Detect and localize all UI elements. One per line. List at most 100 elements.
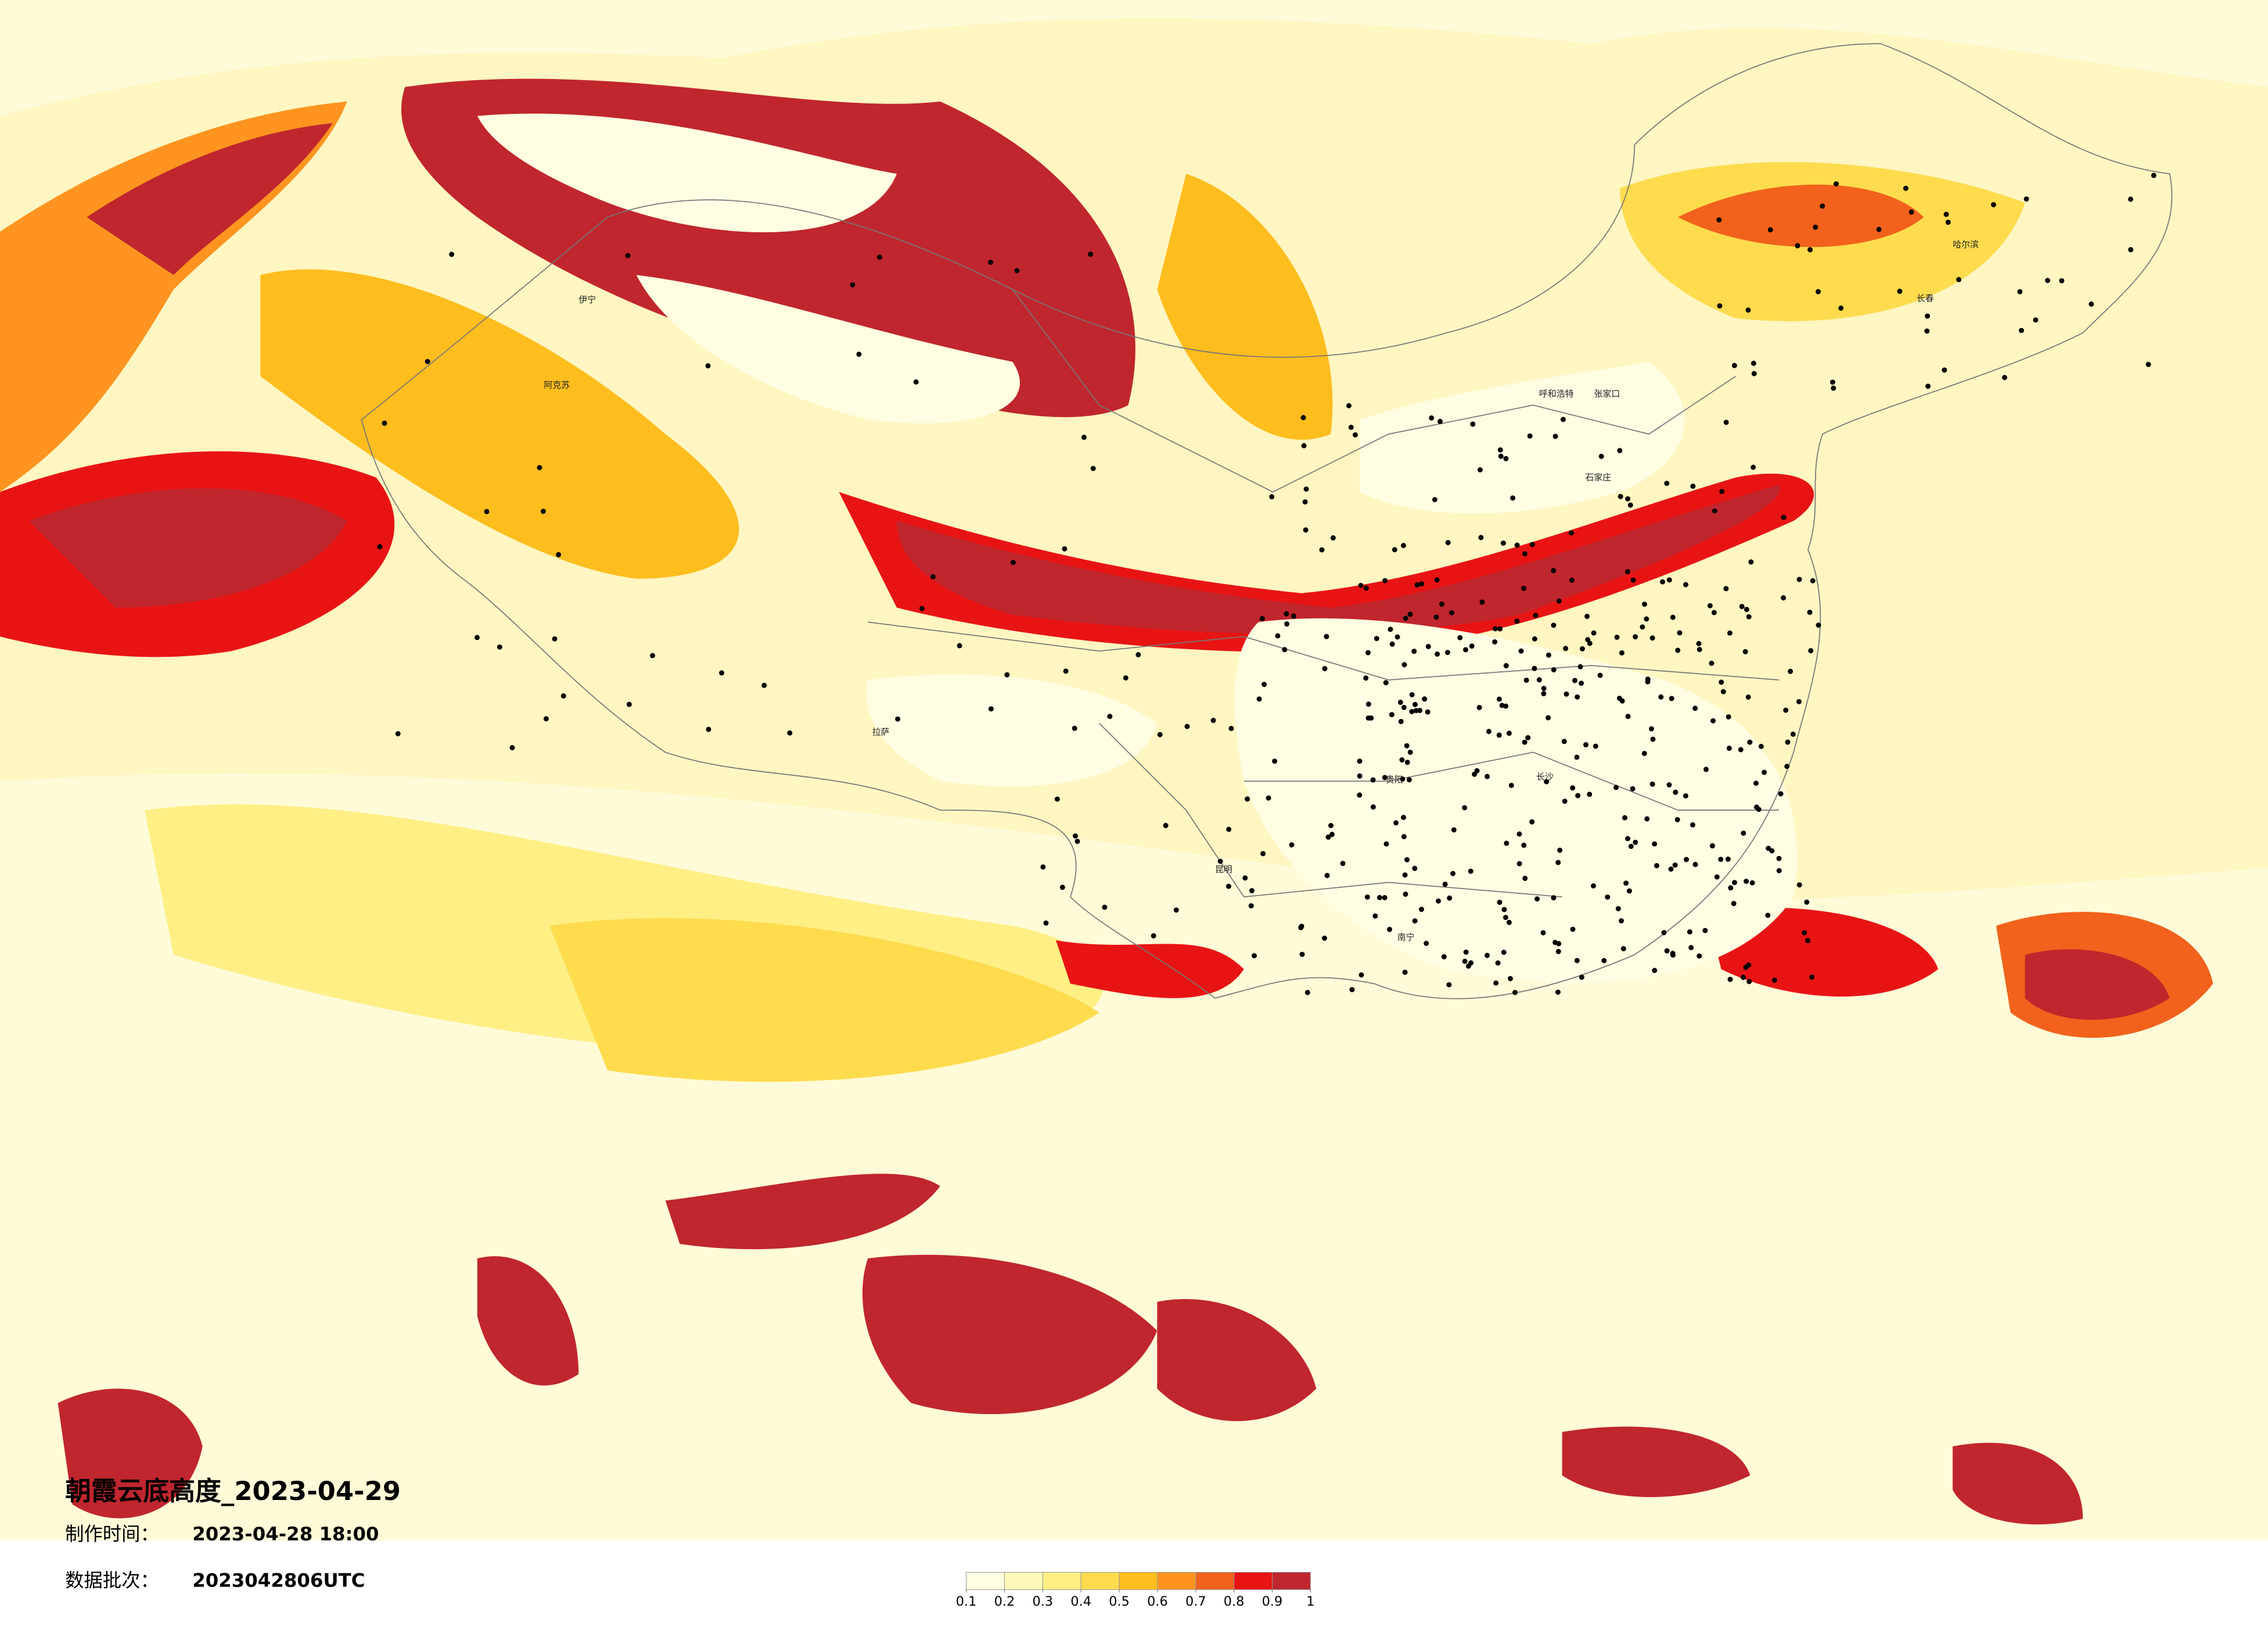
city-dot [1370,804,1376,810]
city-dot [509,745,515,751]
city-dot [1723,419,1729,425]
city-dot [1434,577,1440,583]
city-dot [1690,822,1695,828]
city-dot [1409,708,1415,714]
city-dot [1474,768,1480,774]
city-dot [1102,904,1108,910]
city-dot [1004,672,1010,678]
city-dot [1652,841,1658,847]
city-dot [1506,731,1512,736]
city-dot [552,636,558,642]
city-dot [1523,677,1529,683]
city-dot [1717,303,1723,309]
city-dot [2145,362,2151,368]
city-dot [1788,668,1793,674]
city-dot [1322,936,1327,941]
city-dot [1614,634,1620,640]
city-dot [850,282,856,287]
city-dot [650,653,656,659]
city-dot [1304,990,1310,995]
city-dot [1570,926,1576,932]
colorbar-swatch [1195,1571,1235,1590]
city-dot [1719,488,1725,494]
city-dot [1225,883,1231,889]
city-dot [1742,649,1748,654]
borders [361,43,2173,999]
city-dot [1732,880,1737,886]
city-dot [1838,305,1844,311]
city-dot [1556,941,1562,947]
city-dot [1563,691,1569,697]
city-dot [1669,696,1674,702]
city-dot [1348,425,1354,430]
city-dot [1419,581,1425,587]
city-dot [1601,958,1607,963]
city-dot [1692,862,1698,868]
city-dot [1468,960,1474,966]
city-dot [895,716,901,722]
info-value: 2023042806UTC [192,1569,365,1591]
city-dot [1670,952,1676,958]
city-dot [1418,906,1424,912]
city-dot [1501,949,1507,955]
colorbar-swatch [1080,1571,1120,1590]
colorbar-tick-label: 0.6 [1147,1594,1168,1609]
city-dot [1496,696,1502,702]
city-dot [1486,729,1491,735]
city-dot [1580,646,1585,652]
city-dot [1228,725,1234,731]
city-dot [1469,643,1475,649]
city-dot [1672,862,1678,868]
city-dot [1808,647,1814,653]
city-dot [1429,415,1435,421]
city-dot [1551,623,1557,628]
city-dot [1725,856,1731,862]
city-dot [1569,577,1575,583]
city-dot [1619,918,1624,924]
city-dot [1463,647,1468,653]
city-dot [1569,530,1575,536]
city-dot [1485,774,1490,779]
city-dot [1409,692,1415,697]
city-dot [1751,361,1756,366]
city-dot [1401,815,1407,821]
city-dot [2127,196,2133,202]
city-dot [1040,864,1046,870]
city-dot [475,635,480,641]
city-dot [1551,667,1557,672]
city-dot [1673,789,1678,795]
city-dot [1501,906,1507,912]
city-dot [1407,749,1413,755]
colorbar-swatch [1271,1571,1311,1590]
city-dot [1546,652,1551,658]
city-dot [930,574,936,580]
city-dot [1365,702,1371,707]
city-dot [1245,796,1250,802]
map-title: 朝霞云底高度_2023-04-29 [65,1476,401,1506]
city-dot [1303,527,1309,533]
city-dot [1468,868,1473,874]
city-dot [382,420,387,426]
city-dot [1796,882,1802,888]
city-dot [1623,880,1629,886]
city-dot [1383,680,1389,686]
city-dot [1707,603,1713,609]
city-dot [1702,927,1708,933]
city-dot [1648,726,1654,732]
city-dot [1275,633,1281,639]
city-dot [1401,662,1407,668]
city-dot [1620,946,1626,952]
city-dot [1514,618,1520,624]
city-dot [537,465,542,470]
city-dot [2023,196,2029,202]
city-dot [1816,623,1821,628]
city-dot [1575,694,1580,700]
city-dot [1738,747,1744,753]
city-dot [1555,949,1561,955]
city-dot [1790,731,1796,737]
city-dot [1696,641,1702,646]
city-dot [1521,585,1527,591]
city-dot [1387,926,1393,932]
city-dot [1357,792,1363,798]
city-dot [1802,930,1807,936]
